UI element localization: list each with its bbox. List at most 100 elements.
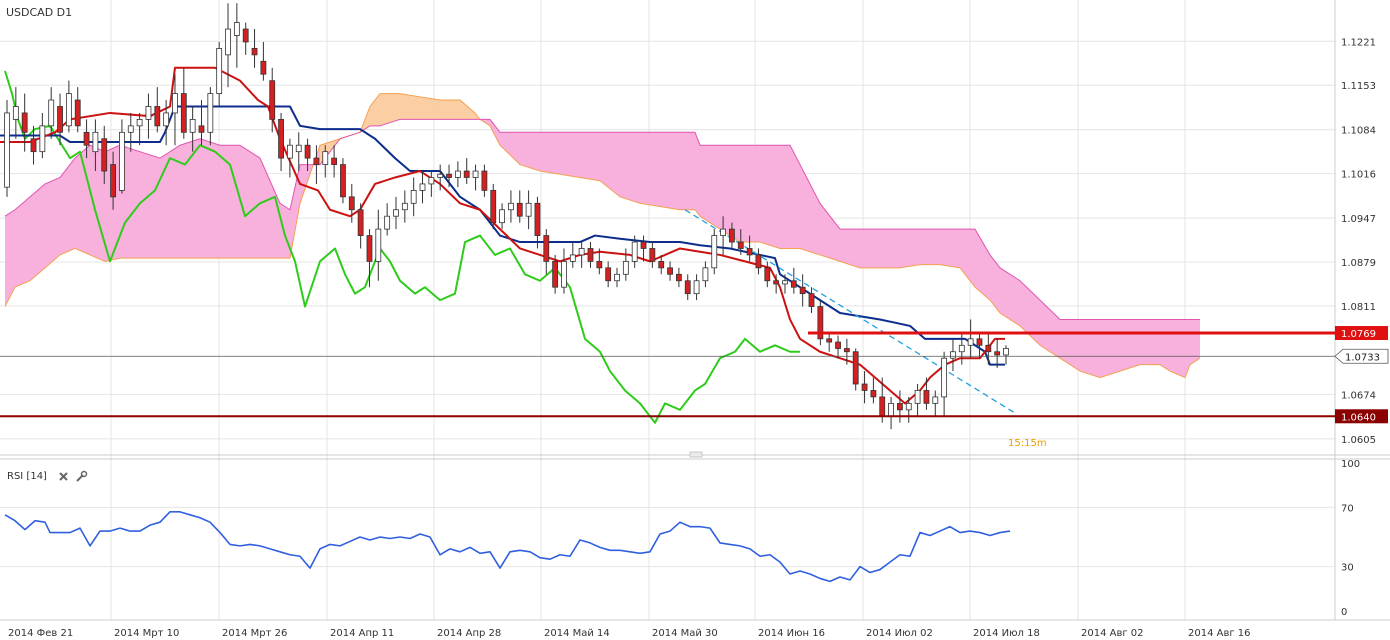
- candle-body[interactable]: [985, 344, 992, 353]
- candle-body[interactable]: [189, 118, 196, 133]
- rsi-settings-wrench-icon[interactable]: [76, 470, 88, 482]
- candle-body[interactable]: [216, 48, 223, 94]
- candle-body[interactable]: [110, 164, 116, 198]
- candle-body[interactable]: [534, 202, 541, 236]
- candle-body[interactable]: [48, 99, 55, 127]
- candle-body[interactable]: [454, 170, 461, 178]
- candle-body[interactable]: [428, 177, 435, 185]
- candle-body[interactable]: [640, 241, 647, 249]
- candle-body[interactable]: [914, 390, 921, 404]
- candle-body[interactable]: [401, 202, 408, 211]
- candle-body[interactable]: [561, 260, 567, 288]
- candle-body[interactable]: [331, 157, 338, 165]
- candle-body[interactable]: [950, 351, 956, 359]
- candle-body[interactable]: [976, 338, 983, 346]
- candle-body[interactable]: [119, 131, 125, 191]
- candle-body[interactable]: [870, 390, 877, 398]
- candle-body[interactable]: [587, 248, 594, 262]
- candle-body[interactable]: [1003, 348, 1009, 356]
- candle-body[interactable]: [684, 280, 691, 295]
- candle-body[interactable]: [693, 280, 700, 295]
- candle-body[interactable]: [782, 280, 788, 285]
- candle-body[interactable]: [490, 189, 497, 224]
- candle-body[interactable]: [525, 202, 532, 217]
- candle-body[interactable]: [737, 241, 744, 249]
- candle-body[interactable]: [295, 144, 302, 153]
- candle-body[interactable]: [923, 390, 930, 404]
- candle-body[interactable]: [516, 202, 523, 217]
- candle-body[interactable]: [92, 131, 99, 153]
- candle-body[interactable]: [729, 228, 735, 243]
- candle-body[interactable]: [304, 144, 311, 159]
- candle-body[interactable]: [897, 402, 903, 411]
- candle-body[interactable]: [287, 144, 293, 159]
- candle-body[interactable]: [463, 170, 470, 178]
- rsi-close-icon[interactable]: [59, 472, 68, 481]
- candle-body[interactable]: [622, 260, 629, 275]
- candle-body[interactable]: [366, 235, 373, 262]
- candle-body[interactable]: [446, 173, 452, 178]
- candle-body[interactable]: [932, 396, 939, 404]
- candle-body[interactable]: [472, 170, 479, 178]
- candle-body[interactable]: [843, 348, 850, 353]
- candle-body[interactable]: [826, 338, 833, 343]
- candle-body[interactable]: [835, 341, 841, 349]
- candle-body[interactable]: [233, 22, 240, 36]
- candle-body[interactable]: [649, 248, 656, 262]
- candle-body[interactable]: [543, 235, 550, 262]
- candle-body[interactable]: [941, 357, 948, 398]
- candle-body[interactable]: [101, 138, 108, 172]
- candle-body[interactable]: [242, 28, 249, 43]
- candle-body[interactable]: [30, 138, 37, 153]
- candle-body[interactable]: [552, 260, 559, 288]
- candle-body[interactable]: [65, 93, 72, 127]
- candle-body[interactable]: [790, 280, 797, 288]
- candle-body[interactable]: [4, 112, 10, 188]
- candle-body[interactable]: [569, 254, 576, 262]
- candle-body[interactable]: [145, 106, 152, 120]
- candle-body[interactable]: [879, 396, 886, 417]
- candle-body[interactable]: [410, 189, 417, 204]
- candle-body[interactable]: [764, 267, 771, 282]
- candle-body[interactable]: [393, 209, 399, 217]
- candlesticks[interactable]: [4, 3, 1009, 430]
- candle-body[interactable]: [172, 93, 178, 114]
- candle-body[interactable]: [578, 248, 585, 256]
- candle-body[interactable]: [384, 215, 391, 230]
- candle-body[interactable]: [57, 106, 63, 133]
- candle-body[interactable]: [958, 344, 965, 353]
- candle-body[interactable]: [136, 118, 143, 127]
- candle-body[interactable]: [605, 267, 612, 282]
- candle-body[interactable]: [817, 306, 824, 340]
- candle-body[interactable]: [437, 173, 444, 178]
- candle-body[interactable]: [861, 383, 868, 391]
- candle-body[interactable]: [21, 112, 28, 133]
- candle-body[interactable]: [614, 273, 620, 282]
- candle-body[interactable]: [12, 106, 19, 120]
- candle-body[interactable]: [852, 351, 859, 385]
- candle-body[interactable]: [154, 106, 161, 127]
- candle-body[interactable]: [499, 209, 505, 224]
- candle-body[interactable]: [74, 99, 81, 127]
- candle-body[interactable]: [658, 260, 665, 269]
- candle-body[interactable]: [357, 209, 364, 236]
- candle-body[interactable]: [180, 93, 187, 133]
- candle-body[interactable]: [994, 351, 1001, 356]
- candle-body[interactable]: [375, 228, 382, 262]
- candle-body[interactable]: [675, 273, 682, 282]
- candle-body[interactable]: [278, 118, 284, 159]
- candle-body[interactable]: [207, 93, 214, 133]
- price-levels[interactable]: [0, 331, 1335, 418]
- candle-body[interactable]: [905, 402, 912, 411]
- candle-body[interactable]: [419, 183, 426, 191]
- candle-body[interactable]: [39, 125, 46, 153]
- candle-body[interactable]: [269, 80, 276, 120]
- candle-body[interactable]: [313, 157, 320, 165]
- panel-resize-handle[interactable]: [689, 451, 703, 458]
- candle-body[interactable]: [198, 125, 205, 133]
- candle-body[interactable]: [799, 286, 806, 295]
- candle-body[interactable]: [746, 248, 753, 256]
- candle-body[interactable]: [755, 254, 762, 269]
- candle-body[interactable]: [702, 267, 709, 282]
